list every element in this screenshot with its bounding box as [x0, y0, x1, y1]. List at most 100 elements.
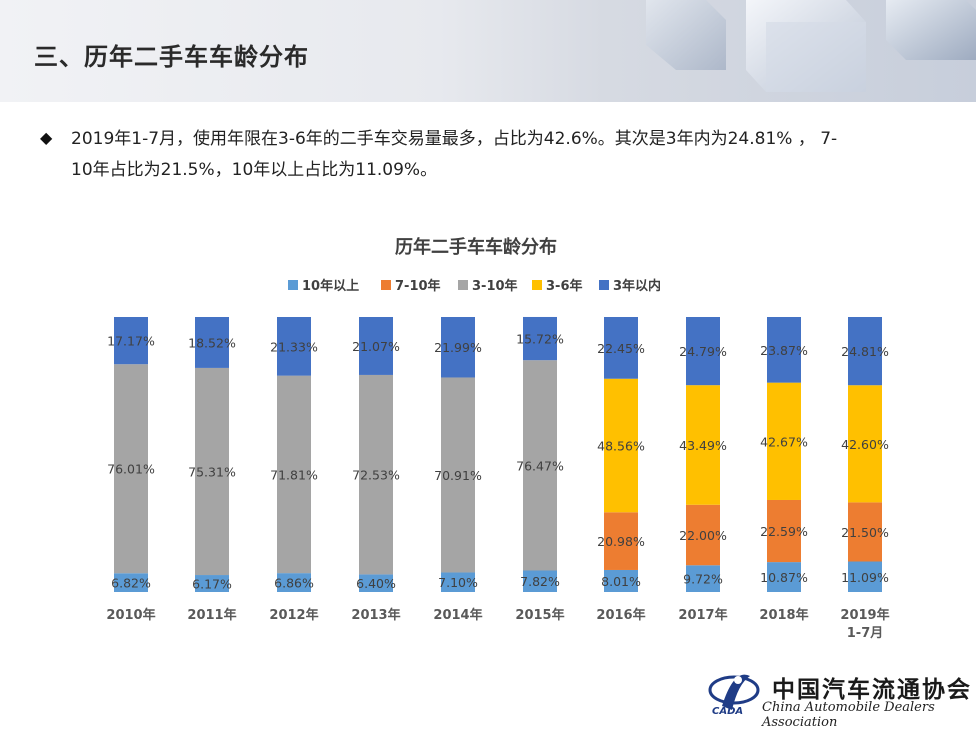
x-tick-label: 2012年 [269, 607, 318, 623]
data-label: 71.81% [270, 467, 318, 482]
legend-label: 3年以内 [613, 278, 661, 294]
legend-swatch [288, 280, 298, 290]
description-text: 2019年1-7月，使用年限在3-6年的二手车交易量最多，占比为42.6%。其次… [71, 124, 931, 186]
bar-segment [359, 574, 393, 592]
bar-segment [848, 385, 882, 503]
bar-segment [441, 317, 475, 378]
bar-segment [195, 575, 229, 592]
data-label: 21.07% [352, 339, 400, 354]
bar-segment [523, 316, 557, 361]
data-label: 22.00% [679, 528, 727, 543]
data-label: 6.82% [111, 576, 151, 591]
bar-segment [604, 569, 638, 592]
data-label: 15.72% [516, 332, 564, 347]
data-label: 17.17% [107, 334, 155, 349]
bar-segment [114, 364, 148, 574]
cada-logo-image [708, 674, 760, 710]
data-label: 21.50% [841, 525, 889, 540]
stacked-bar-chart: 历年二手车车龄分布 10年以上 7-10年 3-10年 3-6年 3年以内 6.82% 76.… [106, 236, 889, 641]
bar-segment [604, 512, 638, 570]
data-label: 24.79% [679, 344, 727, 359]
bar-segment [277, 375, 311, 574]
x-tick-label: 2010年 [106, 607, 155, 623]
description-line-2: 10年占比为21.5%，10年以上占比为11.09%。 [71, 160, 438, 180]
bar-segment [686, 504, 720, 566]
x-tick-label: 2018年 [759, 607, 808, 623]
legend-label: 10年以上 [302, 278, 359, 294]
association-abbr: CADA [712, 706, 744, 717]
data-label: 23.87% [760, 343, 808, 358]
bar-segment [686, 385, 720, 505]
x-tick-label: 2011年 [187, 607, 236, 623]
bar-segment [441, 572, 475, 592]
x-tick-label: 2017年 [678, 607, 727, 623]
x-tick-label: 2014年 [433, 607, 482, 623]
bar-segment [767, 382, 801, 500]
association-english-name: China Automobile Dealers Association [762, 700, 935, 730]
bar-segment [604, 317, 638, 379]
bar-segment [277, 317, 311, 376]
x-tick-label: 2019年 [840, 607, 889, 623]
data-label: 24.81% [841, 344, 889, 359]
data-label: 20.98% [597, 534, 645, 549]
bar-segment [359, 317, 393, 375]
data-label: 42.60% [841, 437, 889, 452]
data-label: 11.09% [841, 570, 889, 585]
data-label: 7.10% [438, 575, 478, 590]
bar-segment [848, 561, 882, 592]
x-tick-label: 1-7月 [847, 626, 884, 641]
bar-segment [359, 374, 393, 575]
data-label: 18.52% [188, 335, 236, 350]
bar-segment [195, 317, 229, 368]
bar-segment [114, 317, 148, 365]
bar-segment [195, 367, 229, 576]
x-tick-label: 2016年 [596, 607, 645, 623]
data-label: 48.56% [597, 439, 645, 454]
legend-label: 3-6年 [546, 278, 583, 294]
association-name: 中国汽车流通协会 [772, 676, 972, 703]
data-label: 22.45% [597, 341, 645, 356]
data-label: 42.67% [760, 434, 808, 449]
data-label: 7.82% [520, 574, 560, 589]
legend-swatch [458, 280, 468, 290]
bar-segment [441, 377, 475, 573]
x-tick-label: 2013年 [351, 607, 400, 623]
page-title: 三、历年二手车车龄分布 [34, 43, 309, 71]
x-tick-label: 2015年 [515, 607, 564, 623]
decorative-cubes-image [646, 0, 976, 92]
legend-swatch [532, 280, 542, 290]
data-label: 6.86% [274, 576, 314, 591]
data-label: 10.87% [760, 570, 808, 585]
legend-swatch [599, 280, 609, 290]
data-label: 72.53% [352, 468, 400, 483]
data-label: 6.40% [356, 576, 396, 591]
bar-segment [848, 502, 882, 562]
data-label: 21.99% [434, 340, 482, 355]
data-label: 9.72% [683, 572, 723, 587]
bar-segment [523, 570, 557, 592]
data-label: 6.17% [192, 577, 232, 592]
bar-segment [686, 317, 720, 386]
data-label: 76.47% [516, 458, 564, 473]
bar-segment [767, 562, 801, 592]
bar-segment [767, 499, 801, 563]
legend-label: 3-10年 [472, 278, 518, 294]
data-label: 70.91% [434, 468, 482, 483]
data-label: 75.31% [188, 464, 236, 479]
bar-segment [114, 573, 148, 592]
bar-segment [277, 573, 311, 592]
bar-segment [686, 565, 720, 592]
bar-segment [767, 317, 801, 383]
data-label: 43.49% [679, 438, 727, 453]
data-label: 21.33% [270, 339, 318, 354]
data-label: 76.01% [107, 462, 155, 477]
data-label: 22.59% [760, 524, 808, 539]
chart-title: 历年二手车车龄分布 [395, 236, 557, 258]
legend-swatch [381, 280, 391, 290]
legend-label: 7-10年 [395, 278, 441, 294]
slide-header: 三、历年二手车车龄分布 [0, 0, 976, 102]
bar-segment [604, 378, 638, 513]
bar-segment [848, 317, 882, 386]
bullet-diamond-icon: ◆ [40, 128, 53, 147]
bar-segment [523, 360, 557, 571]
